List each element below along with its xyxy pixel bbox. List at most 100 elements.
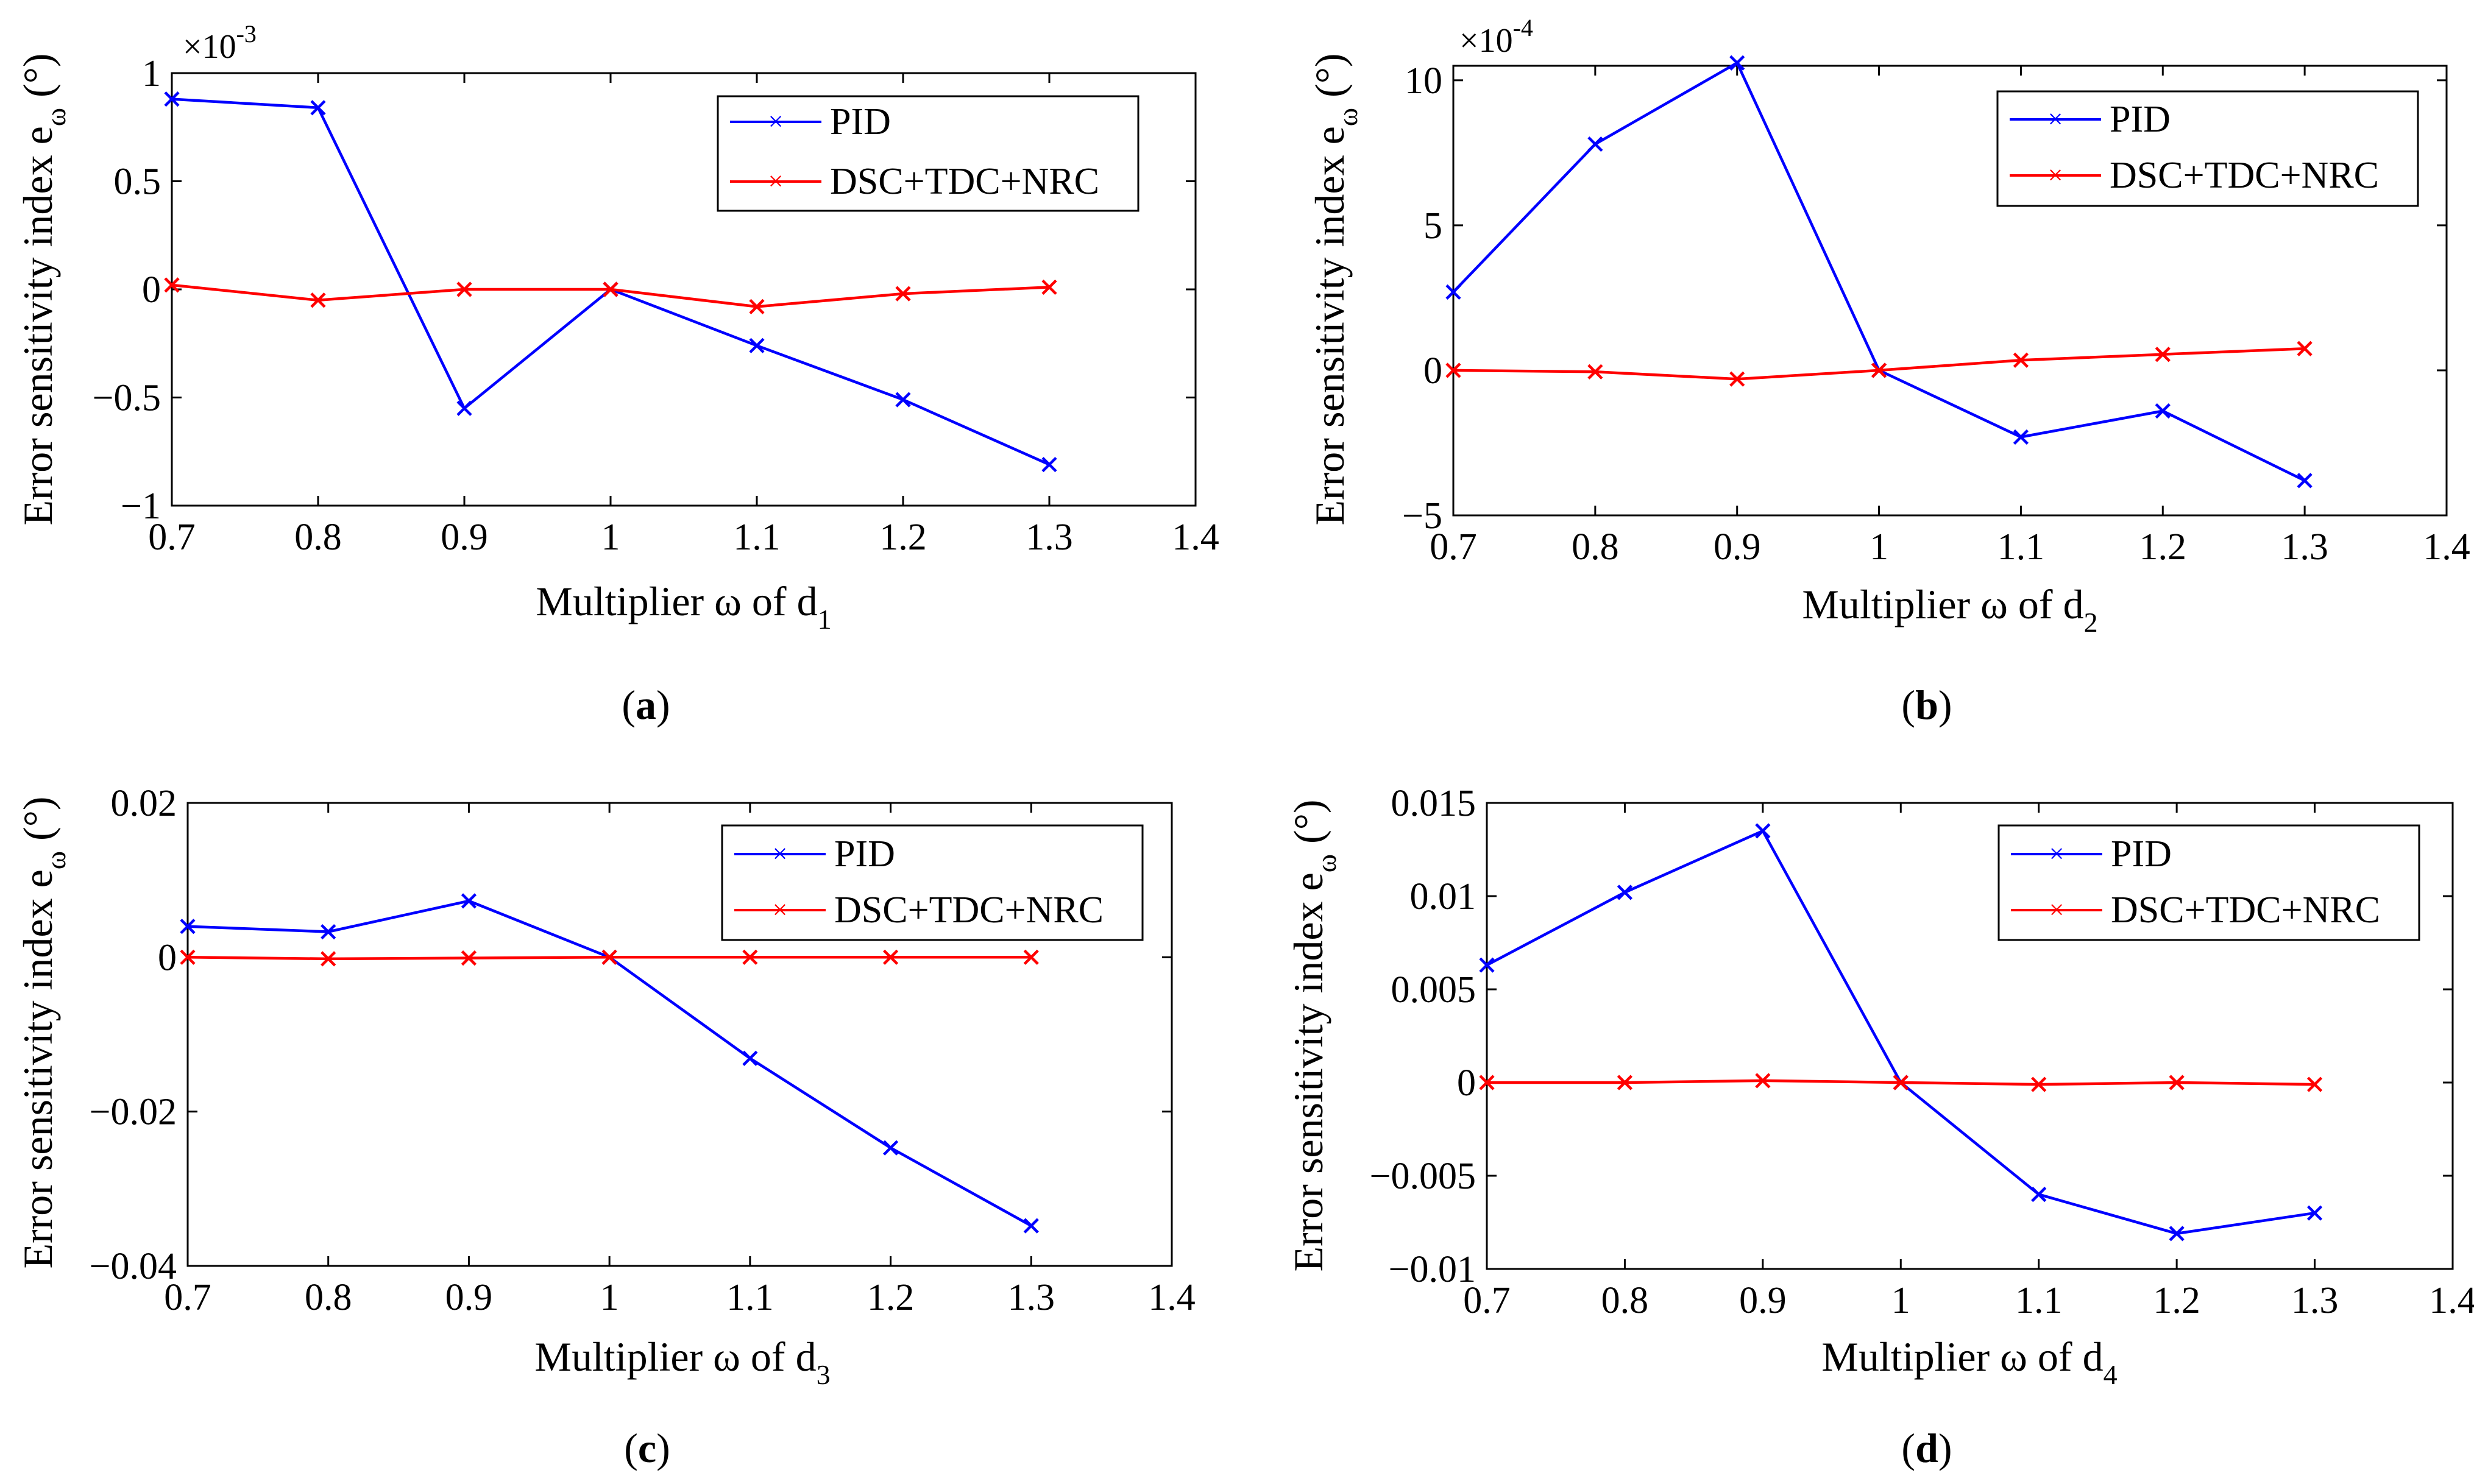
dsc-tdc-nrc-data-point	[882, 949, 899, 965]
x-tick-label: 1	[600, 1277, 619, 1318]
y-tick-label: 0.005	[1391, 969, 1476, 1011]
legend-dsc-marker: ×	[773, 895, 788, 925]
dsc-tdc-nrc-data-point	[1729, 371, 1745, 387]
series-layer	[180, 893, 1039, 1234]
y-tick-label: −5	[1402, 495, 1442, 537]
pid-data-point	[2169, 1226, 2185, 1242]
pid-data-point	[180, 919, 196, 935]
dsc-tdc-nrc-data-point	[1871, 362, 1887, 378]
legend: × PID × DSC+TDC+NRC	[721, 824, 1144, 941]
x-axis-label: Multiplier ω of d3	[534, 1334, 830, 1390]
dsc-tdc-nrc-data-point	[603, 281, 618, 297]
pid-data-point	[1617, 885, 1633, 900]
pid-data-point	[456, 400, 472, 416]
x-axis-label: Multiplier ω of d2	[1802, 581, 2097, 638]
x-tick-label: 1.1	[1997, 526, 2045, 568]
legend-pid-label: PID	[834, 833, 895, 875]
series-layer	[1445, 55, 2313, 489]
legend-dsc-label: DSC+TDC+NRC	[2111, 889, 2380, 931]
panel-d: 0.7 0.8 0.9 1 1.1 1.2 1.3 1.4 0.015 0.01 0.005 0 −0.…	[1285, 783, 2474, 1471]
legend-box	[721, 824, 1144, 941]
dsc-tdc-nrc-data-point	[2031, 1076, 2047, 1092]
panel-caption: (d)	[1901, 1425, 1952, 1471]
x-axis-label: Multiplier ω of d4	[1821, 1334, 2117, 1390]
x-tick-label: 0.8	[1572, 526, 1619, 568]
y-tick-label: 0.015	[1391, 783, 1476, 824]
dsc-tdc-nrc-data-point	[321, 951, 336, 967]
legend-dsc-label: DSC+TDC+NRC	[834, 889, 1104, 931]
x-tick-label: 1.3	[2291, 1280, 2339, 1321]
tick-marks: 0.7 0.8 0.9 1 1.1 1.2 1.3 1.4 0.02 0 −0.02 −0.04	[90, 783, 1196, 1318]
x-tick-label: 1.1	[733, 517, 781, 558]
y-tick-label: −0.01	[1389, 1249, 1476, 1290]
x-tick-label: 0.9	[441, 517, 488, 558]
dsc-tdc-nrc-data-point	[164, 277, 180, 293]
legend-pid-label: PID	[2110, 99, 2171, 140]
panel-caption: (c)	[624, 1425, 670, 1471]
legend-pid-label: PID	[2111, 833, 2172, 875]
x-tick-label: 1	[601, 517, 620, 558]
dsc-tdc-nrc-data-point	[2306, 1076, 2323, 1092]
legend-pid-marker: ×	[2048, 104, 2063, 134]
x-tick-label: 1.1	[2015, 1280, 2063, 1321]
x-tick-label: 0.7	[1430, 526, 1477, 568]
x-tick-label: 1.2	[879, 517, 927, 558]
pid-data-point	[1445, 284, 1461, 300]
pid-data-point	[2306, 1205, 2323, 1221]
x-tick-label: 0.9	[1739, 1280, 1787, 1321]
y-tick-label: 0.02	[111, 783, 177, 824]
dsc-tdc-nrc-data-point	[461, 950, 477, 966]
y-tick-label: 1	[142, 53, 161, 94]
x-tick-label: 0.8	[1601, 1280, 1649, 1321]
pid-data-point	[1587, 136, 1603, 152]
x-tick-label: 0.7	[148, 517, 196, 558]
dsc-tdc-nrc-data-point	[749, 299, 765, 314]
x-tick-label: 1.4	[2429, 1280, 2474, 1321]
dsc-tdc-nrc-data-point	[456, 281, 472, 297]
x-tick-label: 1.4	[1172, 517, 1219, 558]
dsc-tdc-nrc-data-point	[1041, 279, 1057, 295]
tick-marks: 0.7 0.8 0.9 1 1.1 1.2 1.3 1.4 1 0.5 0 −0.5 −1	[93, 53, 1219, 558]
dsc-tdc-nrc-data-point	[180, 949, 196, 965]
pid-data-point	[2031, 1187, 2047, 1203]
series-layer	[164, 91, 1057, 473]
pid-data-point	[1023, 1218, 1039, 1234]
dsc-tdc-nrc-data-point	[2169, 1075, 2185, 1090]
legend-pid-label: PID	[830, 101, 891, 143]
y-tick-label: −0.005	[1370, 1156, 1476, 1197]
legend-dsc-marker: ×	[2049, 895, 2065, 925]
dsc-tdc-nrc-data-point	[1023, 949, 1039, 965]
x-tick-label: 0.9	[1714, 526, 1761, 568]
series-layer	[1479, 823, 2323, 1242]
y-tick-label: 0.01	[1410, 876, 1476, 917]
pid-data-point	[461, 893, 477, 909]
y-tick-label: −1	[121, 486, 161, 527]
dsc-tdc-nrc-data-point	[310, 292, 326, 308]
y-tick-label: 0.5	[114, 161, 161, 203]
x-tick-label: 1.2	[2153, 1280, 2200, 1321]
y-tick-label: 0	[1423, 350, 1442, 392]
x-tick-label: 1	[1891, 1280, 1910, 1321]
y-multiplier: ×10-3	[183, 20, 257, 66]
pid-data-point	[1041, 456, 1057, 473]
pid-data-point	[1755, 823, 1771, 839]
legend-dsc-marker: ×	[768, 166, 784, 196]
legend: × PID × DSC+TDC+NRC	[1997, 824, 2420, 941]
pid-data-point	[321, 924, 336, 940]
legend-box	[1996, 90, 2419, 207]
pid-data-point	[2297, 473, 2313, 489]
x-tick-label: 0.8	[305, 1277, 352, 1318]
pid-data-point	[882, 1140, 899, 1156]
x-tick-label: 1.4	[2423, 526, 2470, 568]
x-tick-label: 1	[1870, 526, 1888, 568]
pid-data-point	[2155, 403, 2171, 419]
dsc-tdc-nrc-data-point	[1893, 1075, 1909, 1090]
y-tick-label: 0	[1457, 1062, 1476, 1104]
x-tick-label: 1.2	[867, 1277, 915, 1318]
legend: × PID × DSC+TDC+NRC	[717, 95, 1140, 212]
x-axis-label: Multiplier ω of d1	[536, 578, 831, 635]
legend-box	[1997, 824, 2420, 941]
panel-caption: (b)	[1901, 682, 1952, 728]
panel-c: 0.7 0.8 0.9 1 1.1 1.2 1.3 1.4 0.02 0 −0.02 −0.04 × …	[15, 783, 1196, 1471]
